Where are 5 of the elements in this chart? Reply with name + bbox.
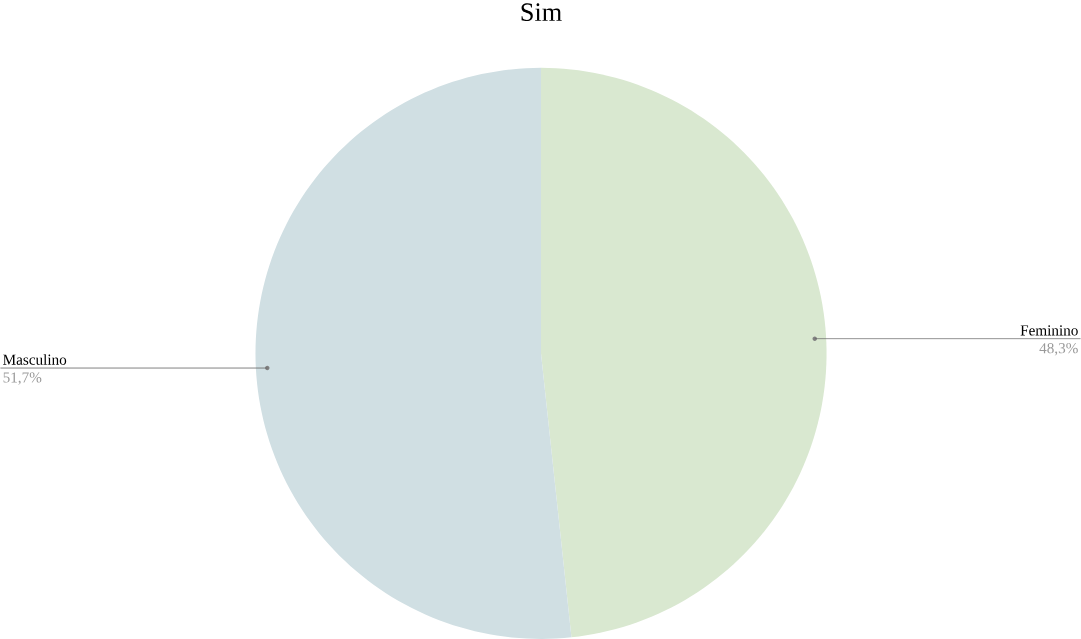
data-label: 48,3%: [1039, 343, 1078, 356]
chart-title: Sim: [521, 3, 562, 22]
slice-label: Masculino: [3, 354, 67, 365]
data-label: 51,7%: [3, 372, 42, 385]
slice-label: Feminino: [1020, 325, 1078, 336]
